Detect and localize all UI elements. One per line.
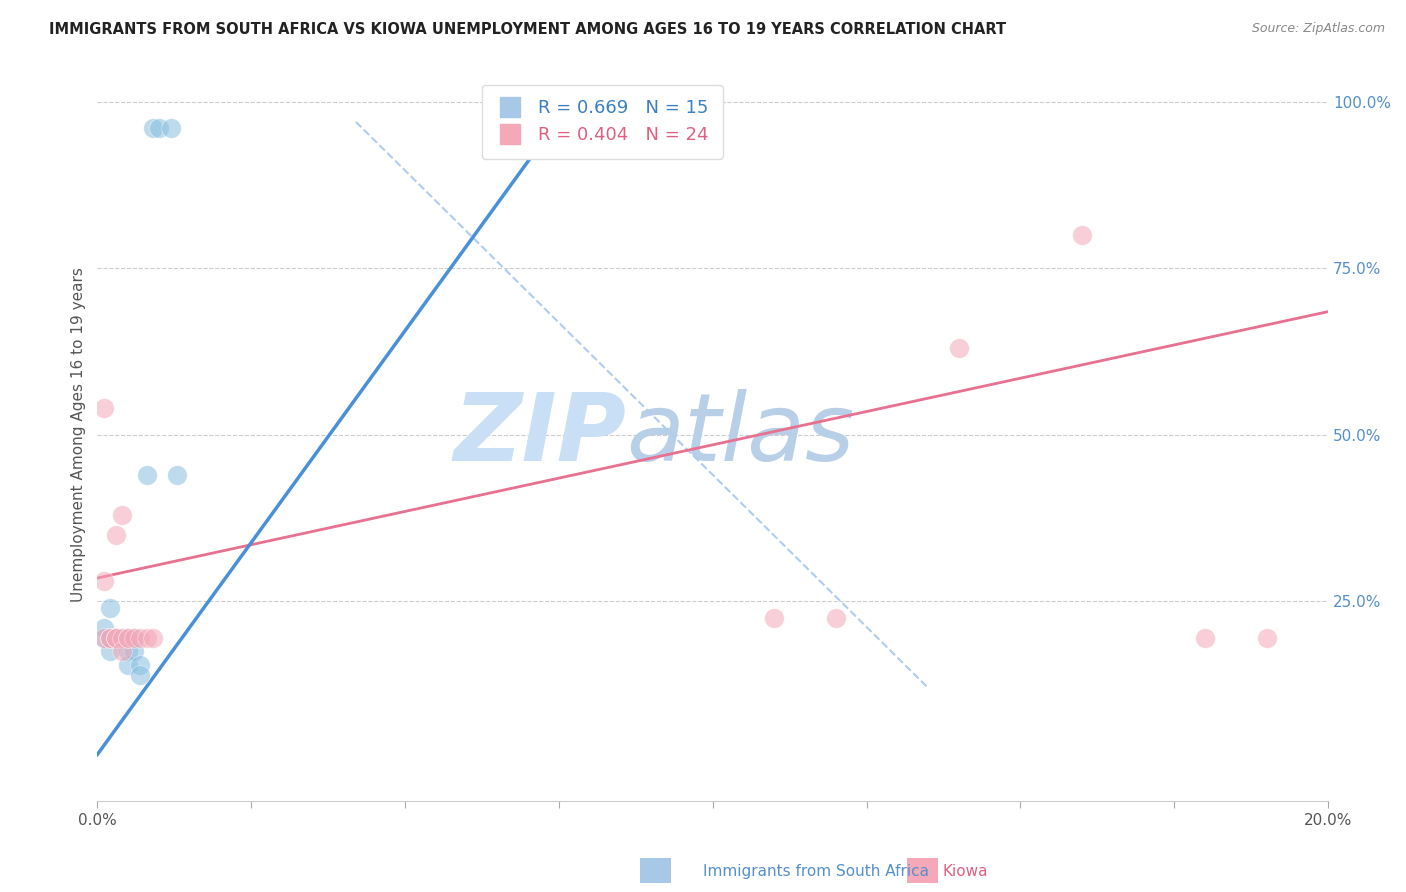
Point	[104, 631, 127, 645]
Point	[111, 508, 134, 522]
Text: Kiowa: Kiowa	[942, 864, 987, 879]
Point	[142, 631, 165, 645]
Point	[1256, 631, 1278, 645]
Point	[111, 631, 134, 645]
Text: Source: ZipAtlas.com: Source: ZipAtlas.com	[1251, 22, 1385, 36]
Point	[98, 631, 121, 645]
Point	[117, 644, 139, 658]
Point	[129, 667, 152, 681]
Point	[104, 527, 127, 541]
Point	[129, 631, 152, 645]
Point	[148, 121, 170, 136]
Point	[93, 621, 115, 635]
Text: IMMIGRANTS FROM SOUTH AFRICA VS KIOWA UNEMPLOYMENT AMONG AGES 16 TO 19 YEARS COR: IMMIGRANTS FROM SOUTH AFRICA VS KIOWA UN…	[49, 22, 1007, 37]
Point	[160, 121, 183, 136]
Point	[135, 631, 157, 645]
Point	[93, 631, 115, 645]
Point	[124, 644, 146, 658]
Text: atlas: atlas	[627, 389, 855, 480]
Point	[763, 611, 786, 625]
Point	[98, 601, 121, 615]
Point	[104, 631, 127, 645]
Point	[124, 631, 146, 645]
Point	[1194, 631, 1216, 645]
Point	[117, 631, 139, 645]
Point	[117, 631, 139, 645]
Point	[124, 631, 146, 645]
Point	[104, 631, 127, 645]
Point	[98, 631, 121, 645]
Point	[142, 121, 165, 136]
Point	[98, 644, 121, 658]
Point	[824, 611, 846, 625]
Point	[104, 631, 127, 645]
Point	[111, 644, 134, 658]
Point	[1071, 227, 1094, 242]
Point	[93, 631, 115, 645]
Text: Immigrants from South Africa: Immigrants from South Africa	[703, 864, 929, 879]
Point	[98, 631, 121, 645]
Legend: R = 0.669   N = 15, R = 0.404   N = 24: R = 0.669 N = 15, R = 0.404 N = 24	[482, 85, 723, 159]
Point	[93, 574, 115, 589]
Point	[111, 631, 134, 645]
Point	[948, 341, 970, 355]
Point	[104, 631, 127, 645]
Point	[98, 631, 121, 645]
Point	[129, 657, 152, 672]
Y-axis label: Unemployment Among Ages 16 to 19 years: Unemployment Among Ages 16 to 19 years	[72, 268, 86, 602]
Text: ZIP: ZIP	[454, 389, 627, 481]
Point	[166, 467, 188, 482]
Point	[93, 401, 115, 416]
Point	[135, 467, 157, 482]
Point	[117, 657, 139, 672]
